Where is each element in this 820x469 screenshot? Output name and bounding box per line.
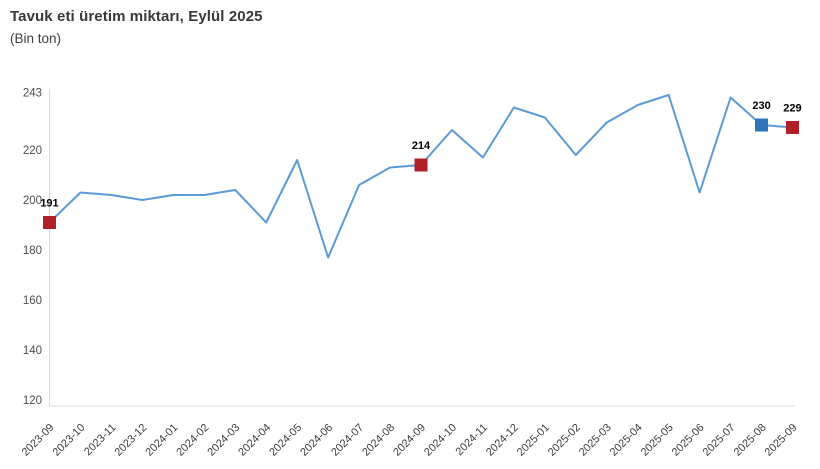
x-tick-label: 2025-06 <box>670 422 707 459</box>
x-tick-label: 2024-07 <box>329 422 366 459</box>
y-tick-label: 220 <box>23 145 42 157</box>
y-tick-label: 243 <box>23 88 42 100</box>
chart-header: Tavuk eti üretim miktarı, Eylül 2025 (Bi… <box>10 8 263 46</box>
point-marker-2023-09 <box>43 216 56 229</box>
x-tick-label: 2024-08 <box>360 422 397 459</box>
x-tick-label: 2024-02 <box>174 422 211 459</box>
x-tick-label: 2024-01 <box>143 422 180 459</box>
x-tick-label: 2023-11 <box>82 422 118 458</box>
point-label-2023-09: 191 <box>40 198 58 210</box>
point-marker-2025-09 <box>785 121 799 134</box>
x-tick-label: 2024-12 <box>484 422 521 459</box>
x-tick-label: 2025-02 <box>546 422 583 459</box>
x-tick-label: 2024-11 <box>454 422 490 458</box>
point-label-2024-09: 214 <box>412 140 431 152</box>
x-tick-label: 2025-05 <box>639 422 676 459</box>
x-tick-label: 2024-05 <box>267 422 304 459</box>
x-tick-label: 2023-09 <box>20 422 57 459</box>
y-tick-label: 180 <box>23 245 42 257</box>
x-tick-label: 2024-10 <box>422 422 459 459</box>
x-tick-label: 2023-12 <box>112 422 149 459</box>
point-marker-2024-09 <box>414 158 428 172</box>
x-tick-label: 2024-06 <box>298 422 335 459</box>
y-tick-label: 200 <box>23 195 42 207</box>
x-tick-label: 2024-03 <box>205 422 242 459</box>
x-tick-label: 2025-07 <box>701 422 738 459</box>
chart-subtitle: (Bin ton) <box>10 31 62 46</box>
x-tick-label: 2025-08 <box>732 422 769 459</box>
x-tick-label: 2023-10 <box>51 422 88 459</box>
production-line <box>48 94 793 259</box>
x-tick-label: 2025-03 <box>577 422 614 459</box>
y-tick-label: 160 <box>23 295 42 307</box>
chart-title: Tavuk eti üretim miktarı, Eylül 2025 <box>10 8 263 25</box>
point-label-2025-08: 230 <box>752 100 770 112</box>
y-tick-label: 140 <box>23 345 42 357</box>
x-tick-label: 2025-09 <box>763 422 800 459</box>
x-tick-label: 2024-09 <box>391 422 428 459</box>
point-label-2025-09: 229 <box>783 103 801 115</box>
y-tick-label: 120 <box>23 395 42 407</box>
point-marker-2025-08 <box>755 118 769 132</box>
x-tick-label: 2024-04 <box>236 422 273 459</box>
x-tick-label: 2025-01 <box>515 422 552 459</box>
x-tick-label: 2025-04 <box>608 422 645 459</box>
